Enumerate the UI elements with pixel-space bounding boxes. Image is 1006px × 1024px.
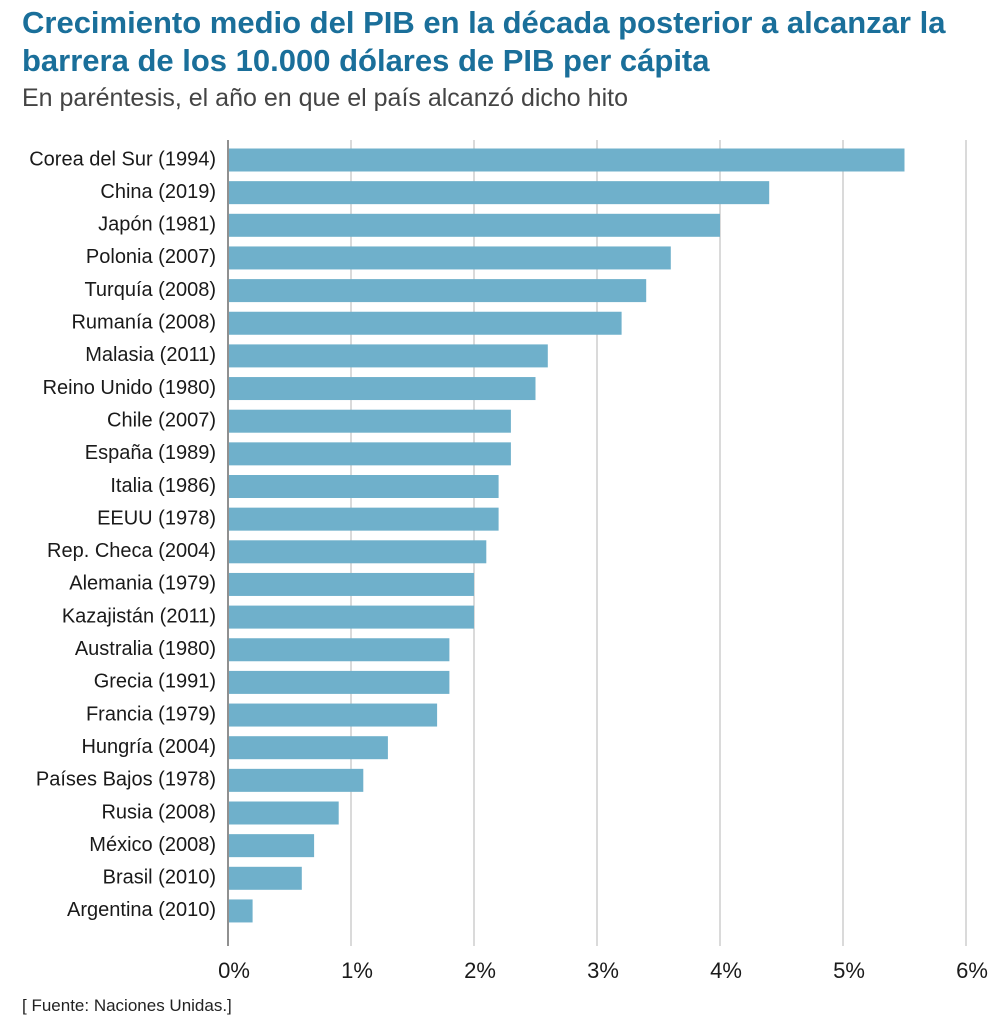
- category-label: Polonia (2007): [86, 246, 216, 268]
- bar-chart: Corea del Sur (1994) China (2019) Japón (1…: [29, 140, 988, 983]
- category-label: Francia (1979): [86, 703, 216, 725]
- bar: [229, 605, 474, 629]
- category-label: Italia (1986): [110, 475, 216, 497]
- bar: [229, 540, 487, 564]
- category-label: Reino Unido (1980): [43, 377, 216, 399]
- category-label: Hungría (2004): [81, 736, 216, 758]
- chart-subtitle: En paréntesis, el año en que el país alc…: [22, 84, 628, 112]
- bar: [229, 377, 536, 401]
- category-label: Japón (1981): [98, 214, 216, 236]
- category-label: Alemania (1979): [69, 573, 216, 595]
- bar: [229, 572, 474, 596]
- bar: [229, 442, 511, 466]
- bar: [229, 246, 671, 270]
- category-label: Brasil (2010): [103, 867, 216, 889]
- bar: [229, 409, 511, 433]
- bar: [229, 213, 720, 237]
- bar: [229, 866, 302, 890]
- category-label: China (2019): [100, 181, 216, 203]
- bar: [229, 703, 438, 727]
- category-label: Australia (1980): [75, 638, 216, 660]
- bar: [229, 638, 450, 662]
- category-label: Turquía (2008): [84, 279, 216, 301]
- x-tick-label: 6%: [956, 958, 988, 983]
- bar: [229, 768, 364, 792]
- category-label: Argentina (2010): [67, 899, 216, 921]
- category-label: Malasia (2011): [85, 344, 216, 366]
- bars: [229, 148, 905, 923]
- chart-title: Crecimiento medio del PIB en la década p…: [22, 5, 946, 78]
- grid-lines: [227, 140, 967, 946]
- bar: [229, 736, 388, 760]
- x-tick-label: 0%: [218, 958, 250, 983]
- category-label: Rusia (2008): [101, 801, 216, 823]
- bar: [229, 834, 315, 858]
- bar: [229, 899, 253, 923]
- category-label: Rumanía (2008): [71, 312, 216, 334]
- bar: [229, 670, 450, 694]
- category-label: Grecia (1991): [94, 671, 216, 693]
- bar: [229, 344, 548, 368]
- category-label: Países Bajos (1978): [36, 769, 216, 791]
- category-label: España (1989): [85, 442, 216, 464]
- bar: [229, 311, 622, 335]
- bar: [229, 475, 499, 498]
- x-tick-label: 1%: [341, 958, 373, 983]
- x-tick-label: 3%: [587, 958, 619, 983]
- category-labels: Corea del Sur (1994) China (2019) Japón (1…: [29, 148, 216, 921]
- x-tick-label: 4%: [710, 958, 742, 983]
- category-label: Rep. Checa (2004): [47, 540, 216, 562]
- bar: [229, 507, 499, 531]
- category-label: Chile (2007): [107, 409, 216, 431]
- source-note: [ Fuente: Naciones Unidas.]: [22, 996, 232, 1015]
- x-tick-label: 5%: [833, 958, 865, 983]
- category-label: México (2008): [89, 834, 216, 856]
- bar: [229, 279, 647, 303]
- category-label: EEUU (1978): [97, 507, 216, 529]
- x-tick-label: 2%: [464, 958, 496, 983]
- bar: [229, 181, 770, 205]
- bar: [229, 801, 339, 825]
- category-label: Corea del Sur (1994): [29, 148, 216, 170]
- bar: [229, 148, 905, 172]
- category-label: Kazajistán (2011): [62, 605, 216, 627]
- x-tick-labels: 0% 1% 2% 3% 4% 5% 6%: [218, 958, 988, 983]
